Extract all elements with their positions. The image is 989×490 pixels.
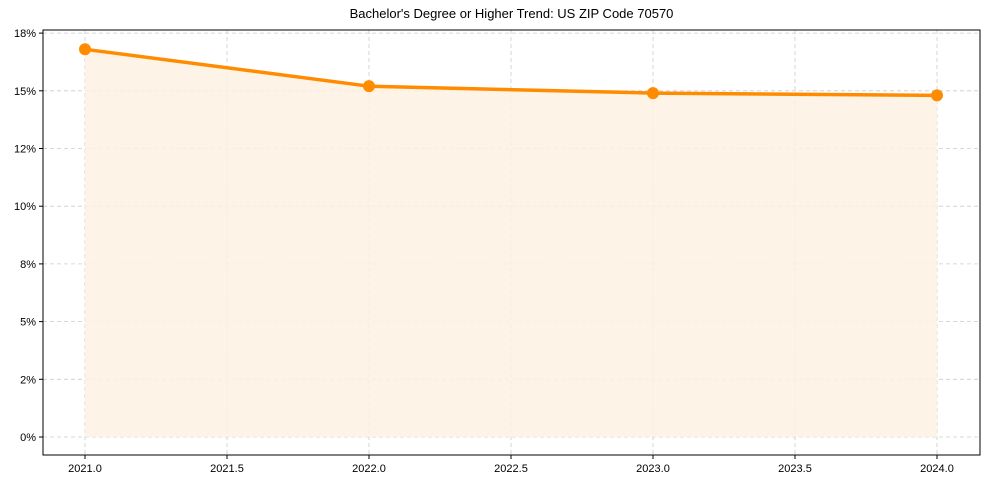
data-point-marker <box>647 87 659 100</box>
y-tick-label: 15% <box>14 86 36 98</box>
y-tick-label: 0% <box>20 432 36 444</box>
series-line <box>84 47 938 98</box>
x-tick-label: 2023.0 <box>636 463 670 475</box>
y-tick-label: 2% <box>20 374 36 386</box>
area-fill <box>85 49 937 438</box>
y-axis: 0% 2% 5% 8% 10% 12% 15% 18% <box>14 28 43 444</box>
data-markers <box>79 43 943 102</box>
x-tick-label: 2023.5 <box>778 463 812 475</box>
y-tick-label: 12% <box>14 144 36 156</box>
x-tick-label: 2022.0 <box>352 463 386 475</box>
y-tick-label: 10% <box>14 201 36 213</box>
data-point-marker <box>363 80 375 93</box>
y-tick-label: 18% <box>14 28 36 40</box>
y-tick-label: 8% <box>20 259 36 271</box>
y-tick-label: 5% <box>20 317 36 329</box>
x-axis: 2021.0 2021.5 2022.0 2022.5 2023.0 2023.5 2024… <box>68 455 954 475</box>
x-tick-label: 2022.5 <box>494 463 528 475</box>
data-point-marker <box>931 89 943 102</box>
x-tick-label: 2024.0 <box>920 463 954 475</box>
x-tick-label: 2021.5 <box>210 463 244 475</box>
chart-title: Bachelor's Degree or Higher Trend: US ZI… <box>349 6 674 21</box>
data-point-marker <box>79 43 91 56</box>
x-tick-label: 2021.0 <box>68 463 102 475</box>
